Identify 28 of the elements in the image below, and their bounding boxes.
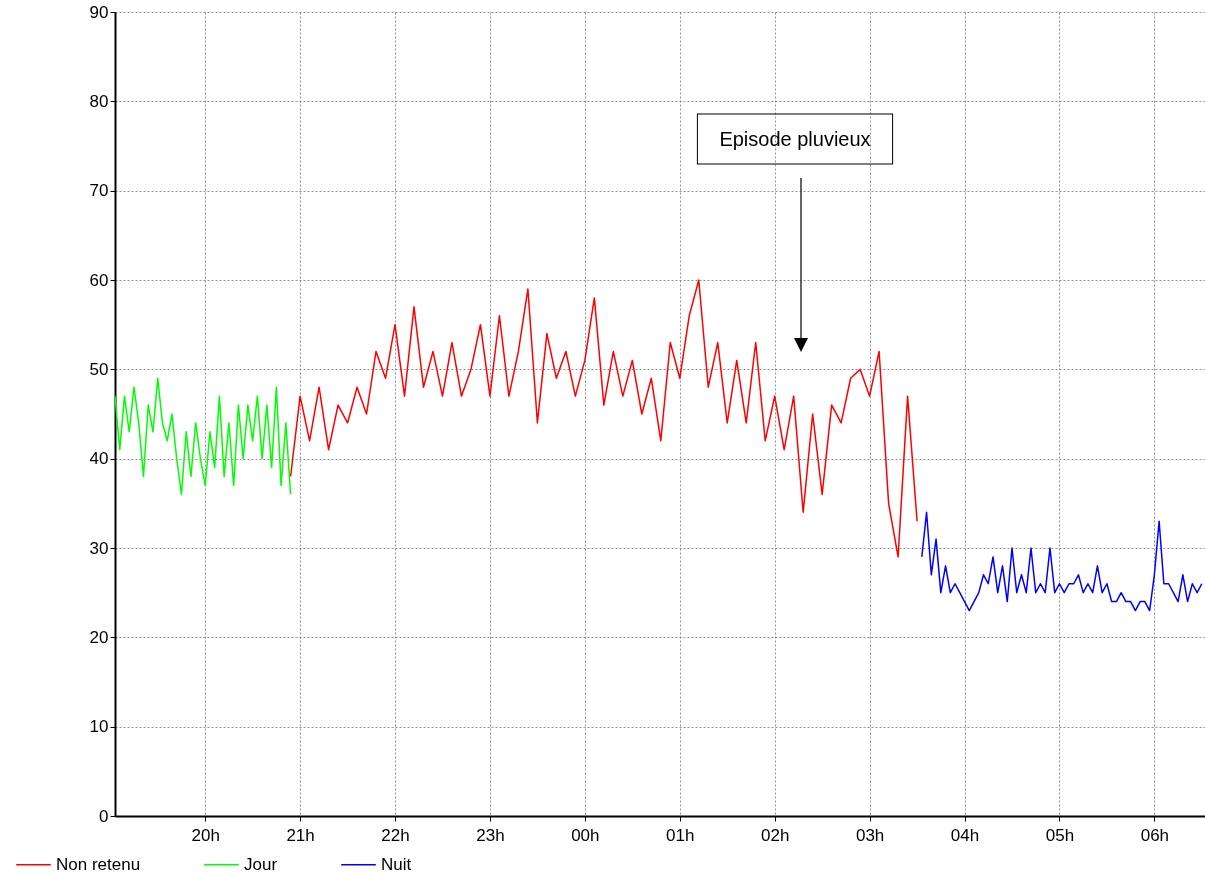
y-tick-label: 20: [89, 627, 109, 647]
y-tick-label: 40: [89, 449, 109, 469]
y-tick-label: 0: [99, 806, 109, 826]
x-tick-label: 06h: [1140, 825, 1170, 845]
x-tick-label: 03h: [855, 825, 885, 845]
y-tick-label: 90: [89, 2, 109, 22]
y-tick-label: 80: [89, 91, 109, 111]
legend-label: Non retenu: [56, 854, 141, 874]
y-tick-label: 30: [89, 538, 109, 558]
x-tick-label: 05h: [1045, 825, 1075, 845]
x-tick-label: 23h: [476, 825, 505, 845]
legend-label: Nuit: [381, 854, 412, 874]
x-tick-label: 20h: [191, 825, 220, 845]
line-series: [921, 511, 1203, 612]
legend-label: Jour: [244, 854, 278, 874]
y-tick-label: 10: [89, 717, 109, 737]
line-series: [114, 377, 292, 496]
y-tick-label: 70: [89, 181, 109, 201]
x-tick-label: 00h: [571, 825, 600, 845]
y-tick-label: 50: [89, 359, 109, 379]
line-series: [289, 279, 918, 558]
annotation: Episode pluvieux: [719, 128, 871, 150]
x-tick-label: 22h: [381, 825, 410, 845]
y-tick-label: 60: [89, 270, 109, 290]
x-tick-label: 04h: [950, 825, 980, 845]
x-tick-label: 01h: [666, 825, 695, 845]
x-tick-label: 21h: [286, 825, 315, 845]
x-tick-label: 02h: [761, 825, 790, 845]
